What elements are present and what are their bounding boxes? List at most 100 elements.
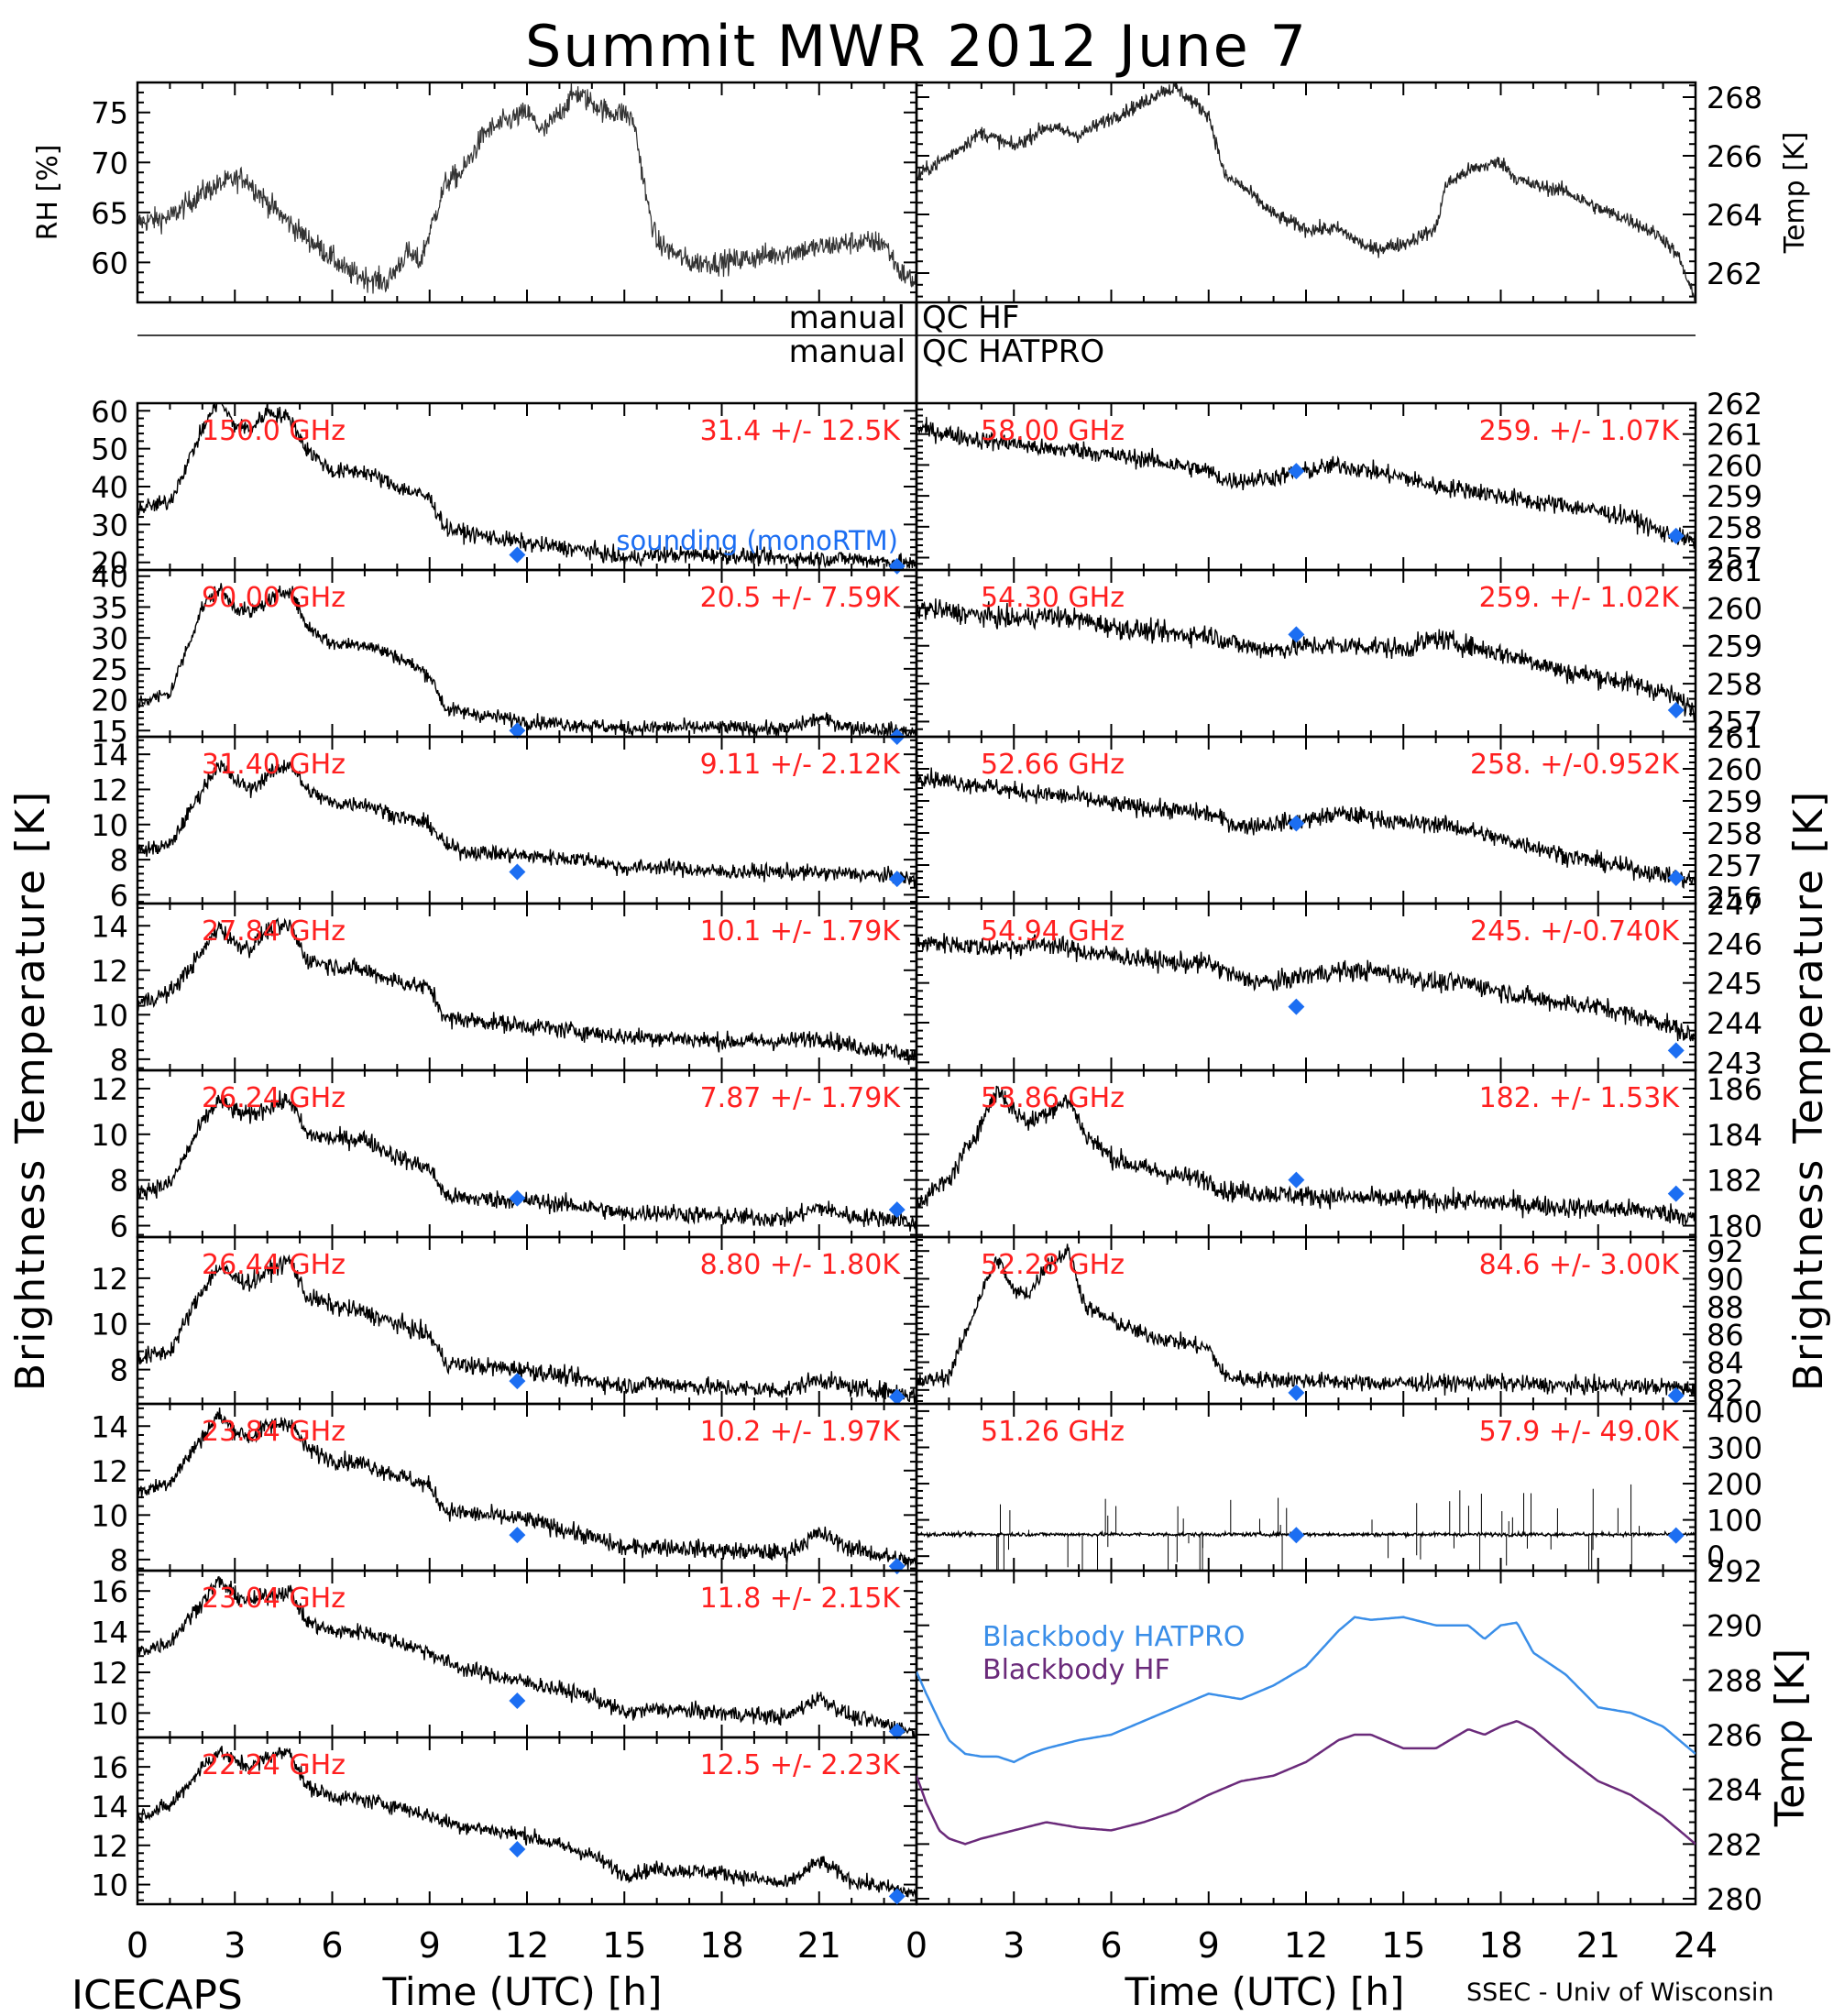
ytick-label-ch150-0: 20: [91, 546, 128, 581]
ytick-label-ch150-3: 50: [91, 433, 128, 467]
series-line-ch230: [137, 1575, 916, 1737]
sounding-point-ch58-1: [1667, 527, 1685, 544]
panel-rh: 60 65 70 75: [91, 81, 918, 304]
xtick-label-right-12: 12: [1284, 1925, 1328, 1966]
ytick-label-ch5430-4: 261: [1707, 553, 1762, 588]
xtick-label-right-18: 18: [1478, 1925, 1522, 1966]
stats-label-ch262: 7.87 +/- 1.79K: [700, 1082, 902, 1114]
stats-label-ch5228: 84.6 +/- 3.00K: [1479, 1249, 1681, 1281]
xtick-label-left-0: 0: [126, 1925, 148, 1966]
ytick-label-ch5126-0: 0: [1707, 1539, 1725, 1574]
qc-label-right-bottom: QC HATPRO: [922, 334, 1104, 370]
ytick-label-ch31-0: 6: [110, 878, 128, 913]
xtick-label-right-21: 21: [1576, 1925, 1620, 1966]
ytick-label-ch31-2: 10: [91, 808, 128, 843]
ytick-label-ch5126-1: 100: [1707, 1504, 1762, 1539]
ytick-label-blackbody-5: 290: [1707, 1609, 1762, 1644]
ytick-label-ch5228-3: 88: [1707, 1290, 1744, 1325]
panel-frame-temp: [915, 81, 1697, 304]
sounding-point-ch238-0: [509, 1527, 526, 1544]
sounding-point-ch90-0: [509, 722, 526, 740]
channel-label-ch5430: 54.30 GHz: [981, 582, 1125, 614]
ytick-label-ch264-1: 10: [91, 1308, 128, 1342]
sounding-point-ch5126-0: [1288, 1527, 1305, 1544]
stats-label-ch264: 8.80 +/- 1.80K: [700, 1249, 902, 1281]
sounding-annotation: sounding (monoRTM): [616, 525, 898, 556]
panel-ch278: 8 10 12 14 27.84 GHz 10.1 +/- 1.79K: [91, 902, 918, 1078]
blackbody-axis-label: Temp [K]: [1767, 1649, 1814, 1827]
ytick-label-ch58-5: 262: [1707, 387, 1762, 422]
panel-blackbody: 280 282 284 286 288 290 292 Blackbody HATPROBla…: [915, 1554, 1762, 1917]
ytick-label-ch238-1: 10: [91, 1498, 128, 1533]
series-line-rh: [137, 82, 916, 294]
sounding-point-ch264-1: [888, 1388, 906, 1406]
xtick-label-right-15: 15: [1381, 1925, 1425, 1966]
series-line-temp: [916, 82, 1696, 302]
ytick-label-ch5494-1: 244: [1707, 1006, 1762, 1041]
panel-ch230: 10 12 14 16 23.04 GHz 11.8 +/- 2.15K: [91, 1569, 918, 1740]
ytick-label-ch90-4: 35: [91, 590, 128, 625]
x-axis-label-right: Time (UTC) [h]: [1125, 1969, 1405, 2014]
series-line-ch5494: [916, 933, 1696, 1046]
sounding-point-ch31-1: [888, 871, 906, 888]
stats-label-ch5380: 182. +/- 1.53K: [1479, 1082, 1681, 1114]
ytick-label-ch278-2: 12: [91, 954, 128, 989]
ytick-label-temp-1: 264: [1707, 198, 1762, 233]
ytick-label-ch5266-3: 259: [1707, 784, 1762, 819]
ytick-label-ch5228-4: 90: [1707, 1263, 1744, 1298]
channel-label-ch264: 26.44 GHz: [202, 1249, 346, 1281]
ytick-label-ch5126-2: 200: [1707, 1467, 1762, 1502]
ytick-label-ch5430-0: 257: [1707, 705, 1762, 740]
panel-ch222: 10 12 14 16 22.24 GHz 12.5 +/- 2.23K: [91, 1736, 918, 1906]
ytick-label-ch262-1: 8: [110, 1164, 128, 1199]
series-line-ch31: [137, 760, 916, 888]
series-line-bb-hatpro: [916, 1616, 1696, 1764]
ytick-label-ch5266-5: 261: [1707, 720, 1762, 755]
sounding-point-ch262-1: [888, 1201, 906, 1219]
ytick-label-ch5430-1: 258: [1707, 667, 1762, 702]
sounding-point-ch5380-0: [1288, 1171, 1305, 1189]
left-axis-label: Brightness Temperature [K]: [7, 790, 54, 1391]
ytick-label-ch230-1: 12: [91, 1656, 128, 1691]
legend-bb-hatpro: Blackbody HATPRO: [982, 1621, 1246, 1653]
x-axis-label-left: Time (UTC) [h]: [382, 1969, 663, 2014]
ytick-label-ch31-3: 12: [91, 772, 128, 807]
series-line-ch238: [137, 1408, 916, 1571]
xtick-label-left-18: 18: [699, 1925, 743, 1966]
channel-label-ch230: 23.04 GHz: [202, 1583, 346, 1615]
ytick-label-ch222-3: 16: [91, 1750, 128, 1785]
ytick-label-ch58-4: 261: [1707, 418, 1762, 453]
ytick-label-blackbody-6: 292: [1707, 1554, 1762, 1589]
series-line-ch278: [137, 916, 916, 1065]
stats-label-ch230: 11.8 +/- 2.15K: [700, 1583, 902, 1615]
stats-label-ch5430: 259. +/- 1.02K: [1479, 582, 1681, 614]
channel-label-ch31: 31.40 GHz: [202, 749, 346, 781]
stats-label-ch90: 20.5 +/- 7.59K: [700, 582, 902, 614]
ytick-label-ch238-3: 14: [91, 1409, 128, 1444]
qc-label-left-top: manual: [789, 300, 906, 336]
sounding-point-ch262-0: [509, 1189, 526, 1207]
ytick-label-ch262-0: 6: [110, 1210, 128, 1244]
series-line-ch264: [137, 1254, 916, 1404]
ytick-label-ch5494-2: 245: [1707, 967, 1762, 1002]
xtick-label-left-6: 6: [321, 1925, 343, 1966]
xtick-label-left-21: 21: [797, 1925, 841, 1966]
panel-ch264: 8 10 12 26.44 GHz 8.80 +/- 1.80K: [91, 1235, 918, 1406]
channel-label-ch222: 22.24 GHz: [202, 1749, 346, 1781]
channel-label-ch5494: 54.94 GHz: [981, 915, 1125, 948]
series-line-ch150: [137, 403, 916, 570]
ytick-label-ch58-1: 258: [1707, 510, 1762, 545]
ytick-label-ch5228-2: 86: [1707, 1318, 1744, 1353]
channel-label-ch5228: 52.28 GHz: [981, 1249, 1125, 1281]
ytick-label-blackbody-0: 280: [1707, 1882, 1762, 1917]
ytick-label-blackbody-3: 286: [1707, 1718, 1762, 1753]
ytick-label-rh-3: 75: [91, 96, 128, 131]
ytick-label-ch31-1: 8: [110, 843, 128, 878]
ytick-label-temp-3: 268: [1707, 81, 1762, 115]
sounding-point-ch5266-1: [1667, 870, 1685, 886]
